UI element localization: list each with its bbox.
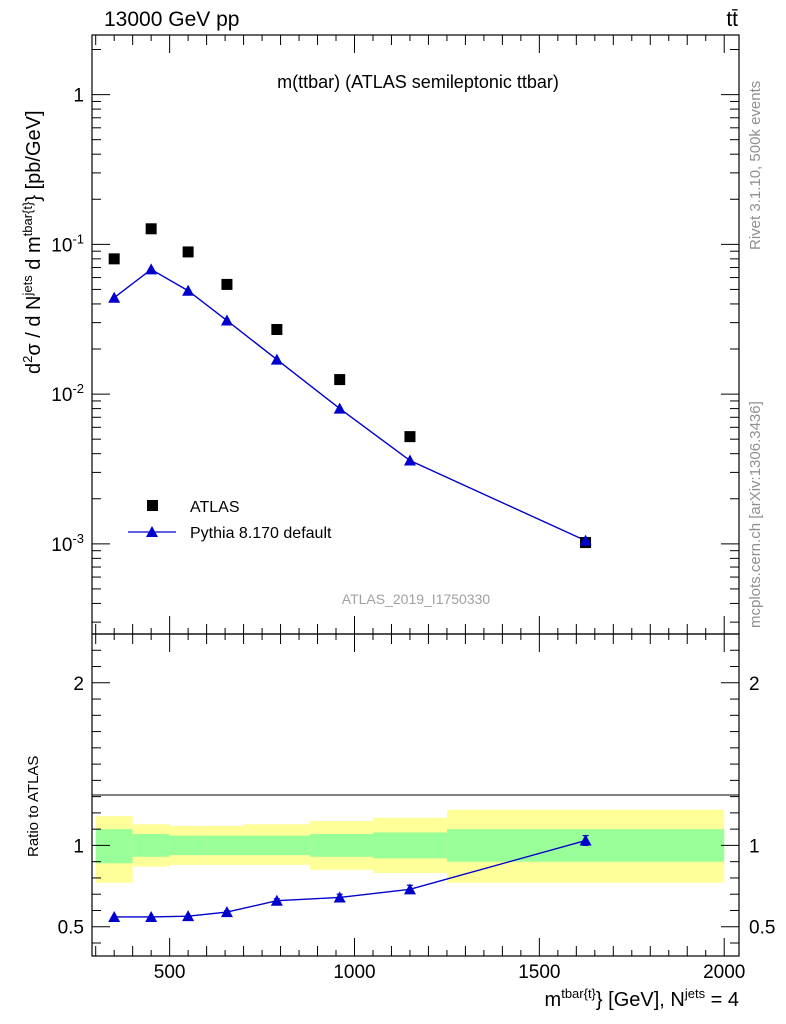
ratio-y-axis-label: Ratio to ATLAS — [25, 756, 42, 857]
atlas-marker — [271, 323, 283, 335]
x-tick-label: 1500 — [518, 962, 560, 983]
main-y-axis-label: d2σ / d Njets d mtbar{t}} [pb/GeV] — [20, 110, 45, 374]
ratio-inner-band — [169, 835, 207, 856]
atlas-marker — [182, 246, 194, 258]
ratio-y-tick-label-left: 1 — [73, 836, 84, 857]
pythia-marker — [182, 284, 195, 296]
legend-atlas-label: ATLAS — [190, 499, 240, 516]
atlas-marker — [404, 431, 416, 443]
main-y-tick-label: 10-3 — [51, 531, 84, 556]
pythia-marker — [579, 534, 592, 546]
ratio-inner-band — [132, 834, 170, 857]
main-frame — [91, 34, 740, 635]
pythia-marker — [333, 402, 346, 414]
rivet-label: Rivet 3.1.10, 500k events — [747, 81, 764, 250]
ratio-inner-band — [243, 835, 311, 856]
energy-label: 13000 GeV pp — [104, 8, 239, 31]
ratio-pythia-marker — [108, 910, 121, 922]
atlas-marker — [108, 253, 120, 265]
legend: ATLAS Pythia 8.170 default — [128, 499, 332, 542]
ratio-pythia-marker — [333, 891, 346, 903]
ratio-inner-band — [372, 832, 447, 859]
ratio-pythia-marker — [220, 906, 233, 918]
x-tick-label: 2000 — [703, 962, 745, 983]
ratio-panel: 500 1000 1500 2000 0.5 0.5 1 1 2 2 — [58, 633, 775, 983]
pythia-marker — [270, 353, 283, 365]
ratio-pythia-marker — [145, 910, 158, 922]
main-panel — [91, 34, 740, 635]
atlas-marker — [221, 278, 233, 290]
legend-pythia-label: Pythia 8.170 default — [190, 525, 332, 542]
analysis-id: ATLAS_2019_I1750330 — [342, 591, 491, 607]
ratio-frame — [91, 633, 740, 957]
ratio-pythia-marker — [270, 894, 283, 906]
ratio-y-tick-label-right: 1 — [749, 836, 760, 857]
main-y-tick-label: 10-1 — [51, 231, 84, 256]
ratio-pythia-marker — [182, 910, 195, 922]
plot-title: m(ttbar) (ATLAS semileptonic ttbar) — [277, 72, 559, 92]
ratio-pythia-marker — [579, 834, 592, 846]
ratio-pythia-line — [114, 839, 586, 918]
x-tick-label: 1000 — [333, 962, 375, 983]
pythia-marker — [145, 263, 158, 275]
x-axis-label: mtbar{t}} [GeV], Njets = 4 — [545, 986, 739, 1011]
pythia-line — [113, 268, 586, 542]
legend-atlas-marker — [147, 500, 158, 511]
ratio-y-tick-label-right: 0.5 — [749, 918, 775, 939]
pythia-marker — [403, 454, 416, 466]
mcplots-label: mcplots.cern.ch [arXiv:1306.3436] — [747, 401, 764, 628]
ratio-y-tick-label-left: 2 — [73, 674, 84, 695]
x-tick-label: 500 — [154, 962, 186, 983]
ratio-y-tick-label-right: 2 — [749, 674, 760, 695]
main-y-tick-label: 1 — [73, 86, 84, 107]
pythia-marker — [220, 314, 233, 326]
pythia-marker — [108, 291, 121, 303]
ratio-pythia-marker — [403, 883, 416, 895]
ratio-inner-band — [310, 834, 373, 857]
atlas-marker — [145, 223, 157, 235]
ratio-inner-band — [206, 835, 244, 856]
process-label: tt̄ — [726, 8, 738, 31]
atlas-marker — [334, 374, 346, 386]
ratio-y-tick-label-left: 0.5 — [58, 918, 84, 939]
ratio-inner-band — [95, 829, 133, 864]
main-y-tick-label: 10-2 — [51, 381, 84, 406]
legend-pythia-marker — [146, 526, 158, 537]
